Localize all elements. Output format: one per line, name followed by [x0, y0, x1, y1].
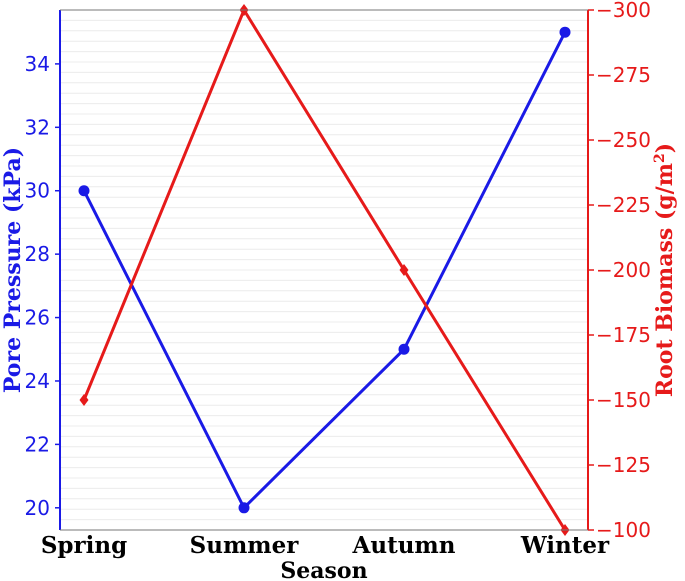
- data-point-circle: [78, 185, 90, 197]
- right-tick-label: −275: [596, 63, 651, 87]
- category-label: Autumn: [352, 532, 456, 559]
- left-tick-label: 22: [25, 432, 50, 456]
- category-label: Summer: [190, 532, 300, 559]
- right-axis-title-end: ): [652, 143, 678, 153]
- left-tick-label: 26: [25, 306, 50, 330]
- right-tick-label: −125: [596, 453, 651, 477]
- left-tick-label: 28: [25, 242, 50, 266]
- x-axis-title: Season: [280, 558, 367, 581]
- data-point-circle: [398, 343, 410, 355]
- right-tick-label: −100: [596, 518, 651, 542]
- right-tick-label: −250: [596, 128, 651, 152]
- right-axis-title: Root Biomass (g/m2): [652, 143, 678, 397]
- data-point-diamond: [399, 264, 409, 276]
- right-tick-label: −200: [596, 258, 651, 282]
- series-line-root-biomass: [82, 6, 567, 531]
- category-label: Winter: [520, 532, 610, 559]
- right-axis-title-main: Root Biomass (g/m: [652, 163, 678, 397]
- right-tick-label: −225: [596, 193, 651, 217]
- right-tick-label: −300: [596, 0, 651, 22]
- left-tick-label: 30: [25, 179, 50, 203]
- data-point-diamond: [79, 394, 89, 406]
- category-label: Spring: [41, 532, 127, 559]
- left-tick-label: 20: [25, 496, 50, 520]
- right-tick-label: −150: [596, 388, 651, 412]
- data-point-circle: [238, 502, 250, 514]
- right-tick-label: −175: [596, 323, 651, 347]
- series-line-pore-pressure: [82, 31, 567, 511]
- left-tick-label: 24: [25, 369, 50, 393]
- left-tick-label: 34: [25, 52, 50, 76]
- data-point-circle: [559, 26, 571, 38]
- left-axis-title: Pore Pressure (kPa): [0, 147, 26, 393]
- left-tick-label: 32: [25, 115, 50, 139]
- right-axis-title-sup: 2: [652, 153, 668, 163]
